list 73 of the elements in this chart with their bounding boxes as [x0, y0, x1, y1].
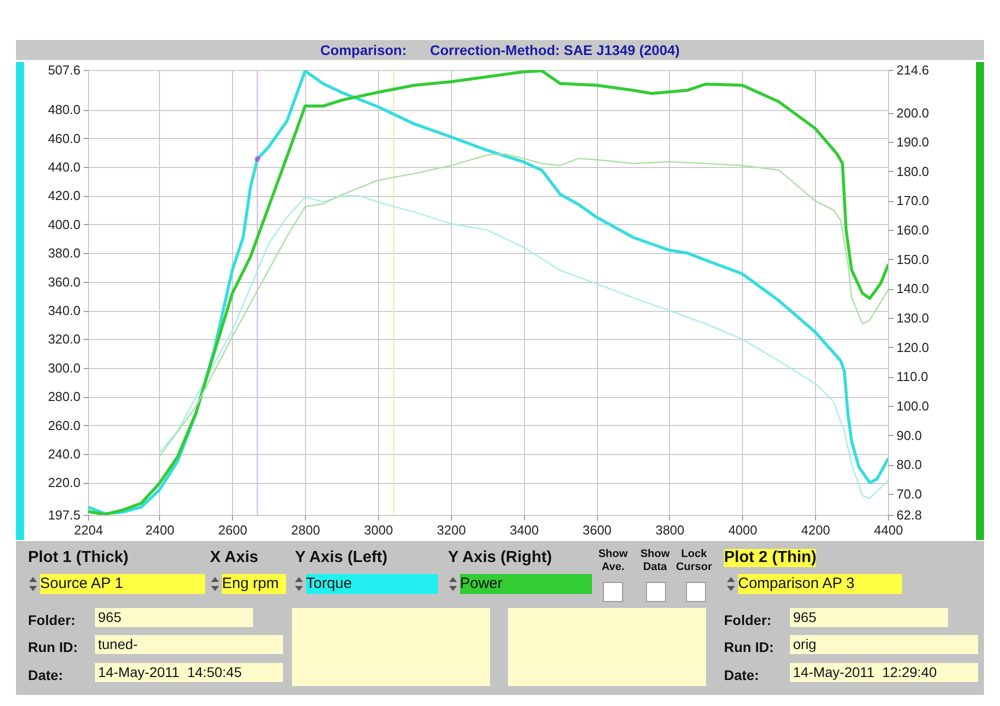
- y2-tick-label: 62.8: [896, 508, 922, 522]
- text: Plot 1 (Thick): [28, 549, 128, 567]
- text: Run ID:: [28, 639, 78, 655]
- y2-tick-label: 80.0: [896, 457, 922, 472]
- line-series: [158, 153, 888, 458]
- x-tick-label: 3600: [582, 522, 612, 538]
- x-tick-label: 4400: [874, 522, 903, 538]
- text: 965: [790, 608, 948, 627]
- x-tick-label: 2800: [291, 522, 320, 538]
- chart-title: Comparison:: [320, 42, 407, 58]
- y-tick-label: 320.0: [48, 332, 80, 347]
- text: 965: [95, 608, 253, 627]
- text: Run ID:: [724, 639, 774, 655]
- source-note: Source AP 1: [40, 574, 205, 594]
- y-tick-label: 300.0: [48, 360, 80, 376]
- x-tick-label: 3000: [364, 522, 393, 538]
- y-tick-label: 280.0: [48, 389, 80, 404]
- text: Folder:: [28, 612, 76, 628]
- y-tick-label: 400.0: [48, 216, 80, 232]
- y-tick-label: 380.0: [48, 246, 80, 261]
- y-tick-label: 197.5: [48, 508, 80, 522]
- x-tick-label: 3200: [436, 522, 466, 538]
- y-tick-label: 440.0: [48, 160, 80, 175]
- text: Lock Cursor: [674, 548, 714, 574]
- y2-tick-label: 160.0: [896, 222, 930, 238]
- x-tick-label: 2400: [145, 522, 174, 538]
- text: Plot 2 (Thin): [724, 549, 816, 567]
- x-tick-label: 2600: [218, 522, 248, 538]
- text: Comparison AP 3: [738, 574, 902, 594]
- text: 14-May-2011 12:29:40: [790, 663, 978, 682]
- text: Power: [460, 574, 592, 594]
- y-tick-label: 220.0: [48, 475, 80, 490]
- y2-tick-label: 200.0: [896, 105, 930, 120]
- y-tick-label: 480.0: [48, 102, 80, 118]
- y2-tick-label: 214.6: [896, 62, 930, 78]
- y2-tick-label: 180.0: [896, 164, 930, 179]
- y2-tick-label: 170.0: [896, 193, 930, 208]
- text: tuned-: [95, 635, 283, 654]
- y2-tick-label: 130.0: [896, 310, 930, 326]
- y2-tick-label: 110.0: [896, 369, 928, 384]
- y2-tick-label: 100.0: [896, 398, 930, 414]
- text: X Axis: [210, 549, 258, 567]
- y2-tick-label: 90.0: [896, 428, 922, 443]
- x-tick-label: 4200: [801, 522, 830, 538]
- text: Folder:: [724, 612, 772, 628]
- text: Y Axis (Left): [295, 549, 388, 567]
- y-tick-label: 240.0: [48, 446, 80, 462]
- y2-tick-label: 70.0: [896, 486, 922, 502]
- text: Show Data: [639, 548, 671, 574]
- text: Eng rpm: [222, 574, 286, 594]
- text: Show Ave.: [597, 548, 629, 574]
- y2-tick-label: 140.0: [896, 281, 930, 296]
- x-tick-label: 4000: [728, 522, 758, 538]
- y-tick-label: 507.6: [48, 62, 80, 78]
- y-tick-label: 360.0: [48, 274, 80, 290]
- chart-subtitle: Correction-Method: SAE J1349 (2004): [428, 42, 680, 58]
- x-tick-label: 3800: [655, 522, 684, 538]
- y2-tick-label: 190.0: [896, 134, 930, 150]
- x-tick-label: 2204: [74, 522, 103, 538]
- text: Y Axis (Right): [448, 549, 552, 567]
- y2-tick-label: 120.0: [896, 340, 930, 355]
- y2-tick-label: 150.0: [896, 252, 930, 267]
- text: Date:: [724, 667, 760, 683]
- text: Date:: [28, 667, 64, 683]
- text: orig: [790, 635, 978, 654]
- y-tick-label: 340.0: [48, 303, 80, 318]
- y-tick-label: 420.0: [48, 188, 80, 204]
- y-tick-label: 260.0: [48, 418, 80, 433]
- y-tick-label: 460.0: [48, 130, 80, 146]
- text: Torque: [306, 574, 438, 594]
- x-tick-label: 3400: [510, 522, 539, 538]
- line-series: [158, 195, 888, 500]
- text: 14-May-2011 14:50:45: [95, 663, 283, 682]
